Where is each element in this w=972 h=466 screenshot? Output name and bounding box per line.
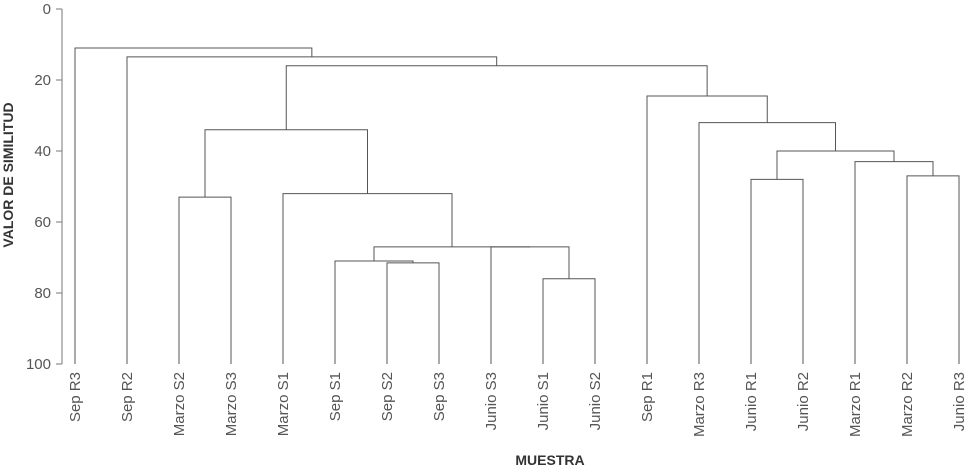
leaf-labels: Sep R3 Sep R2 Marzo S2 Marzo S3 Marzo S1 Sep … [67, 372, 968, 437]
dendrogram-link [373, 246, 530, 262]
dendrogram-link [74, 47, 313, 364]
leaf-label: Marzo R2 [899, 372, 916, 437]
y-tick-label: 100 [26, 356, 51, 373]
leaf-label: Sep S3 [431, 372, 448, 421]
dendrogram-link [646, 95, 768, 364]
leaf-label: Marzo S3 [223, 372, 240, 436]
leaf-label: Marzo R3 [691, 372, 708, 437]
y-tick-label: 0 [43, 1, 51, 18]
dendrogram-link [698, 122, 836, 364]
leaf-label: Sep S2 [379, 372, 396, 421]
leaf-label: Sep R2 [119, 372, 136, 422]
y-tick-label: 80 [34, 285, 51, 302]
leaf-label: Junio R1 [743, 372, 760, 431]
dendrogram-link [750, 178, 804, 364]
dendrogram-link [386, 262, 440, 364]
dendrogram-link [178, 196, 232, 364]
leaf-label: Marzo S2 [171, 372, 188, 436]
dendrogram-link [854, 161, 934, 364]
leaf-label: Marzo R1 [847, 372, 864, 437]
leaf-label: Junio S1 [535, 372, 552, 430]
dendrogram-link [285, 65, 708, 130]
leaf-label: Marzo S1 [275, 372, 292, 436]
y-axis-title: VALOR DE SIMILITUD [0, 102, 16, 247]
dendrogram-link [776, 150, 895, 180]
y-tick-label: 60 [34, 214, 51, 231]
dendrogram-links [74, 47, 960, 364]
dendrogram-link [282, 193, 453, 364]
y-tick-label: 20 [34, 72, 51, 89]
y-tick-label: 40 [34, 143, 51, 160]
y-axis: 0 20 40 60 80 100 [26, 1, 63, 373]
leaf-label: Junio S3 [483, 372, 500, 430]
dendrogram-link [204, 129, 368, 198]
leaf-label: Sep R1 [639, 372, 656, 422]
leaf-label: Sep R3 [67, 372, 84, 422]
dendrogram-link [126, 56, 498, 364]
leaf-label: Junio R2 [795, 372, 812, 431]
dendrogram-link [906, 175, 960, 364]
dendrogram-link [490, 246, 570, 364]
dendrogram-link [334, 260, 414, 364]
leaf-label: Junio R3 [951, 372, 968, 431]
leaf-label: Sep S1 [327, 372, 344, 421]
x-axis-title: MUESTRA [515, 452, 584, 466]
leaf-label: Junio S2 [587, 372, 604, 430]
dendrogram-link [542, 278, 596, 364]
